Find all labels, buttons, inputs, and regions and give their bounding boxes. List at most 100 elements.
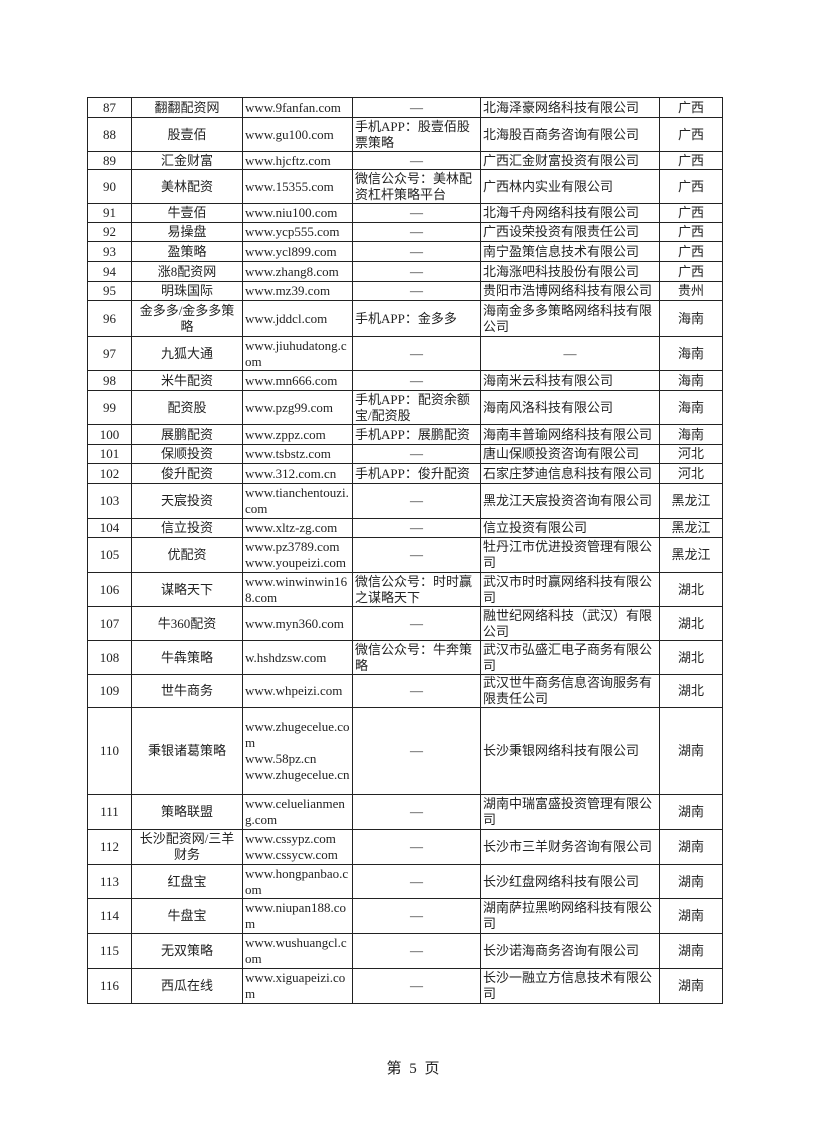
row-number-cell: 115 [87, 933, 132, 969]
company-name-cell: 海南金多多策略网络科技有限公司 [480, 300, 660, 337]
row-number-cell: 104 [87, 518, 132, 538]
region-cell: 湖北 [659, 674, 723, 708]
table-row: 107 牛360配资 www.myn360.com — 融世纪网络科技（武汉）有限公司湖… [87, 606, 723, 641]
platform-table: 87 翻翻配资网 www.9fanfan.com — 北海泽豪网络科技有限公司 广西 88 股… [87, 97, 723, 1004]
website-cell: www.whpeizi.com [242, 674, 353, 708]
website-cell: www.niupan188.com [242, 898, 353, 934]
region-cell: 湖南 [659, 794, 723, 830]
website-cell: www.mz39.com [242, 281, 353, 301]
website-cell: www.mn666.com [242, 370, 353, 391]
table-row: 102 俊升配资 www.312.com.cn 手机APP：俊升配资 石家庄梦迪信息科技… [87, 463, 723, 484]
region-cell: 广西 [659, 241, 723, 262]
website-cell: www.celuelianmeng.com [242, 794, 353, 830]
app-or-wechat-cell: — [352, 968, 481, 1004]
app-or-wechat-cell: — [352, 261, 481, 282]
company-name-cell: 湖南萨拉黑哟网络科技有限公司 [480, 898, 660, 934]
website-cell: www.cssypz.com www.cssycw.com [242, 829, 353, 865]
region-cell: 湖南 [659, 829, 723, 865]
platform-name-cell: 盈策略 [131, 241, 243, 262]
website-cell: www.hongpanbao.com [242, 864, 353, 899]
table-row: 89 汇金财富 www.hjcftz.com — 广西汇金财富投资有限公司 广西 [87, 151, 723, 170]
company-name-cell: 武汉市时时赢网络科技有限公司 [480, 572, 660, 607]
row-number-cell: 97 [87, 336, 132, 371]
company-name-cell: 唐山保顺投资咨询有限公司 [480, 444, 660, 464]
table-row: 113 红盘宝 www.hongpanbao.com — 长沙红盘网络科技有限公司 湖南 [87, 864, 723, 899]
company-name-cell: 海南米云科技有限公司 [480, 370, 660, 391]
region-cell: 广西 [659, 169, 723, 204]
website-cell: www.xltz-zg.com [242, 518, 353, 538]
platform-name-cell: 策略联盟 [131, 794, 243, 830]
website-cell: www.pz3789.com www.youpeizi.com [242, 537, 353, 573]
region-cell: 海南 [659, 370, 723, 391]
region-cell: 湖北 [659, 606, 723, 641]
app-or-wechat-cell: — [352, 518, 481, 538]
table-row: 99 配资股 www.pzg99.com 手机APP：配资余额宝/配资股 海南风洛科技有… [87, 390, 723, 425]
row-number-cell: 111 [87, 794, 132, 830]
table-row: 91 牛壹佰 www.niu100.com — 北海千舟网络科技有限公司 广西 [87, 203, 723, 223]
app-or-wechat-cell: 手机APP：股壹佰股票策略 [352, 117, 481, 152]
platform-name-cell: 金多多/金多多策略 [131, 300, 243, 337]
row-number-cell: 107 [87, 606, 132, 641]
region-cell: 海南 [659, 390, 723, 425]
platform-name-cell: 谋略天下 [131, 572, 243, 607]
region-cell: 贵州 [659, 281, 723, 301]
website-cell: w.hshdzsw.com [242, 640, 353, 675]
app-or-wechat-cell: 微信公众号：时时赢之谋略天下 [352, 572, 481, 607]
company-name-cell: 石家庄梦迪信息科技有限公司 [480, 463, 660, 484]
platform-name-cell: 牛360配资 [131, 606, 243, 641]
platform-name-cell: 展鹏配资 [131, 424, 243, 445]
platform-name-cell: 长沙配资网/三羊财务 [131, 829, 243, 865]
app-or-wechat-cell: 微信公众号：牛奔策略 [352, 640, 481, 675]
app-or-wechat-cell: — [352, 674, 481, 708]
company-name-cell: 广西汇金财富投资有限公司 [480, 151, 660, 170]
platform-name-cell: 牛壹佰 [131, 203, 243, 223]
website-cell: www.tianchentouzi.com [242, 483, 353, 519]
row-number-cell: 102 [87, 463, 132, 484]
company-name-cell: 长沙诺海商务咨询有限公司 [480, 933, 660, 969]
row-number-cell: 98 [87, 370, 132, 391]
company-name-cell: 长沙秉银网络科技有限公司 [480, 707, 660, 795]
website-cell: www.pzg99.com [242, 390, 353, 425]
platform-name-cell: 俊升配资 [131, 463, 243, 484]
region-cell: 黑龙江 [659, 537, 723, 573]
row-number-cell: 96 [87, 300, 132, 337]
table-row: 112 长沙配资网/三羊财务 www.cssypz.com www.cssycw.c… [87, 829, 723, 865]
platform-name-cell: 配资股 [131, 390, 243, 425]
table-row: 93 盈策略 www.ycl899.com — 南宁盈策信息技术有限公司 广西 [87, 241, 723, 262]
table-row: 111 策略联盟 www.celuelianmeng.com — 湖南中瑞富盛投资管理有… [87, 794, 723, 830]
company-name-cell: 湖南中瑞富盛投资管理有限公司 [480, 794, 660, 830]
row-number-cell: 90 [87, 169, 132, 204]
app-or-wechat-cell: — [352, 444, 481, 464]
region-cell: 河北 [659, 444, 723, 464]
row-number-cell: 109 [87, 674, 132, 708]
app-or-wechat-cell: — [352, 794, 481, 830]
app-or-wechat-cell: — [352, 222, 481, 242]
row-number-cell: 92 [87, 222, 132, 242]
table-row: 87 翻翻配资网 www.9fanfan.com — 北海泽豪网络科技有限公司 广西 [87, 97, 723, 118]
table-row: 90 美林配资 www.15355.com 微信公众号：美林配资杠杆策略平台 广西林内实… [87, 169, 723, 204]
row-number-cell: 88 [87, 117, 132, 152]
platform-name-cell: 牛犇策略 [131, 640, 243, 675]
row-number-cell: 110 [87, 707, 132, 795]
table-row: 100 展鹏配资 www.zppz.com 手机APP：展鹏配资 海南丰普瑜网络科技有限… [87, 424, 723, 445]
table-row: 104 信立投资 www.xltz-zg.com — 信立投资有限公司 黑龙江 [87, 518, 723, 538]
region-cell: 广西 [659, 222, 723, 242]
table-row: 108 牛犇策略 w.hshdzsw.com 微信公众号：牛奔策略 武汉市弘盛汇电子商务… [87, 640, 723, 675]
platform-name-cell: 秉银诸葛策略 [131, 707, 243, 795]
company-name-cell: 南宁盈策信息技术有限公司 [480, 241, 660, 262]
app-or-wechat-cell: 手机APP：俊升配资 [352, 463, 481, 484]
region-cell: 黑龙江 [659, 518, 723, 538]
platform-name-cell: 世牛商务 [131, 674, 243, 708]
row-number-cell: 99 [87, 390, 132, 425]
table-row: 95 明珠国际 www.mz39.com — 贵阳市浩博网络科技有限公司 贵州 [87, 281, 723, 301]
platform-name-cell: 易操盘 [131, 222, 243, 242]
company-name-cell: 北海泽豪网络科技有限公司 [480, 97, 660, 118]
app-or-wechat-cell: — [352, 151, 481, 170]
platform-name-cell: 保顺投资 [131, 444, 243, 464]
row-number-cell: 91 [87, 203, 132, 223]
company-name-cell: 长沙一融立方信息技术有限公司 [480, 968, 660, 1004]
table-row: 98 米牛配资 www.mn666.com — 海南米云科技有限公司 海南 [87, 370, 723, 391]
company-name-cell: 北海涨吧科技股份有限公司 [480, 261, 660, 282]
region-cell: 海南 [659, 424, 723, 445]
row-number-cell: 108 [87, 640, 132, 675]
